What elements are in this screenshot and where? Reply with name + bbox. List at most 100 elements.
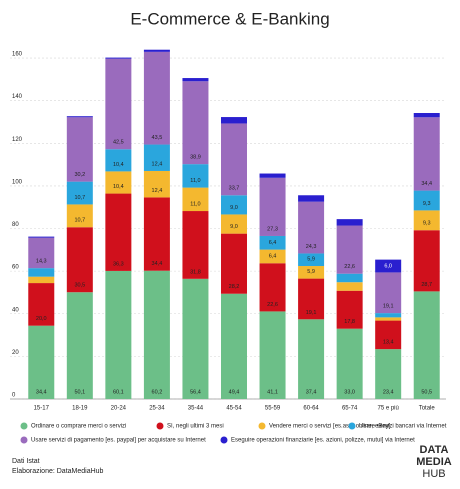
data-label: 38,9 xyxy=(190,155,201,161)
logo-text: MEDIA xyxy=(416,456,452,468)
x-tick-label: 18-19 xyxy=(72,406,88,412)
bar-segment xyxy=(182,78,209,82)
data-label: 27,3 xyxy=(267,226,278,232)
bar-segment xyxy=(413,190,440,211)
chart-title: E-Commerce & E-Banking xyxy=(130,9,329,28)
data-label: 10,4 xyxy=(113,184,124,190)
x-tick-label: 35-44 xyxy=(188,406,204,412)
data-label: 30,5 xyxy=(74,283,85,289)
x-tick-label: 20-24 xyxy=(111,406,127,412)
legend-swatch xyxy=(20,436,28,444)
data-label: 9,3 xyxy=(423,221,431,227)
y-tick-label: 160 xyxy=(12,52,23,58)
bar-segment xyxy=(298,278,325,320)
bar-segment xyxy=(66,227,93,293)
bar-segment xyxy=(143,170,170,198)
data-label: 19,1 xyxy=(383,304,394,310)
bar-segment xyxy=(221,214,247,234)
source-note: Dati Istat xyxy=(12,458,40,465)
data-label: 22,6 xyxy=(344,264,355,270)
data-label: 22,6 xyxy=(267,302,278,308)
bar-segment xyxy=(413,117,440,191)
data-label: 10,4 xyxy=(113,162,124,168)
bar-segment xyxy=(336,328,363,399)
x-tick-label: 60-64 xyxy=(303,406,319,412)
data-label: 60,2 xyxy=(152,389,163,395)
bar-segment xyxy=(28,276,55,284)
y-tick-label: 60 xyxy=(12,265,19,271)
data-label: 34,4 xyxy=(152,261,163,267)
bar-segment xyxy=(182,164,209,188)
bar-segment xyxy=(259,173,286,178)
data-label: 60,1 xyxy=(113,389,124,395)
legend-label: Vendere merci o servizi [es.aste online,… xyxy=(269,424,391,430)
y-tick-label: 80 xyxy=(12,222,19,228)
data-label: 49,4 xyxy=(229,389,240,395)
bar-segment xyxy=(298,266,325,279)
bar-segment xyxy=(336,282,363,291)
bar-segment xyxy=(105,57,132,59)
bar-segment xyxy=(221,293,247,399)
bar-segment xyxy=(221,195,247,215)
bar-segment xyxy=(336,225,363,274)
data-label: 34,4 xyxy=(36,389,47,395)
bar-segment xyxy=(28,325,55,399)
x-tick-label: 45-54 xyxy=(226,406,242,412)
y-tick-label: 100 xyxy=(12,179,23,185)
bar-segment xyxy=(105,149,132,172)
legend-label: Usare servizi di pagamento [es. paypal] … xyxy=(31,438,206,444)
data-label: 24,3 xyxy=(306,244,317,250)
bar-segment xyxy=(336,273,363,283)
data-label: 33,7 xyxy=(229,186,240,192)
legend-swatch xyxy=(20,422,28,430)
bar-segment xyxy=(298,253,325,267)
x-tick-label: 65-74 xyxy=(342,406,358,412)
y-tick-label: 0 xyxy=(12,393,16,399)
data-label: 28,2 xyxy=(229,284,240,290)
data-label: 42,5 xyxy=(113,140,124,146)
bar-segment xyxy=(66,204,93,228)
data-label: 6,0 xyxy=(384,263,392,269)
data-label: 30,2 xyxy=(74,172,85,178)
legend-swatch xyxy=(348,422,356,430)
bar-segment xyxy=(259,263,286,312)
bar-segment xyxy=(375,320,402,350)
data-label: 9,0 xyxy=(230,205,238,211)
bar-segment xyxy=(105,171,132,194)
bar-segment xyxy=(221,117,247,124)
bar-segment xyxy=(66,117,93,182)
data-label: 9,0 xyxy=(230,224,238,230)
bar-segment xyxy=(336,290,363,329)
data-label: 17,8 xyxy=(344,319,355,325)
bar-segment xyxy=(336,219,363,226)
bar-segment xyxy=(413,113,440,118)
x-tick-label: 75 e più xyxy=(378,406,399,412)
data-label: 23,4 xyxy=(383,389,394,395)
data-label: 34,4 xyxy=(421,181,432,187)
bar-segment xyxy=(375,317,402,321)
bar-segment xyxy=(28,237,55,269)
bar-segment xyxy=(298,195,325,202)
bar-segment xyxy=(375,349,402,399)
bar-segment xyxy=(182,278,209,399)
legend-label: Eseguire operazioni finanziarie [es. azi… xyxy=(231,438,415,444)
data-label: 37,4 xyxy=(306,389,317,395)
bar-segment xyxy=(298,319,325,399)
x-tick-label: 25-34 xyxy=(149,406,165,412)
bar-segment xyxy=(182,81,209,165)
bar-segment xyxy=(182,211,209,279)
bar-segment xyxy=(298,201,325,254)
bar-segment xyxy=(66,116,93,118)
data-label: 11,0 xyxy=(190,201,200,207)
bar-segment xyxy=(259,249,286,264)
data-label: 50,1 xyxy=(74,389,85,395)
x-tick-label: Totale xyxy=(419,406,436,412)
logo-text: HUB xyxy=(422,468,445,480)
bar-segment xyxy=(66,181,93,205)
data-label: 14,3 xyxy=(36,259,47,265)
bar-segment xyxy=(105,193,132,271)
legend-label: Ordinare o comprare merci o servizi xyxy=(31,424,126,430)
bar-segment xyxy=(413,291,440,399)
data-label: 12,4 xyxy=(152,188,163,194)
